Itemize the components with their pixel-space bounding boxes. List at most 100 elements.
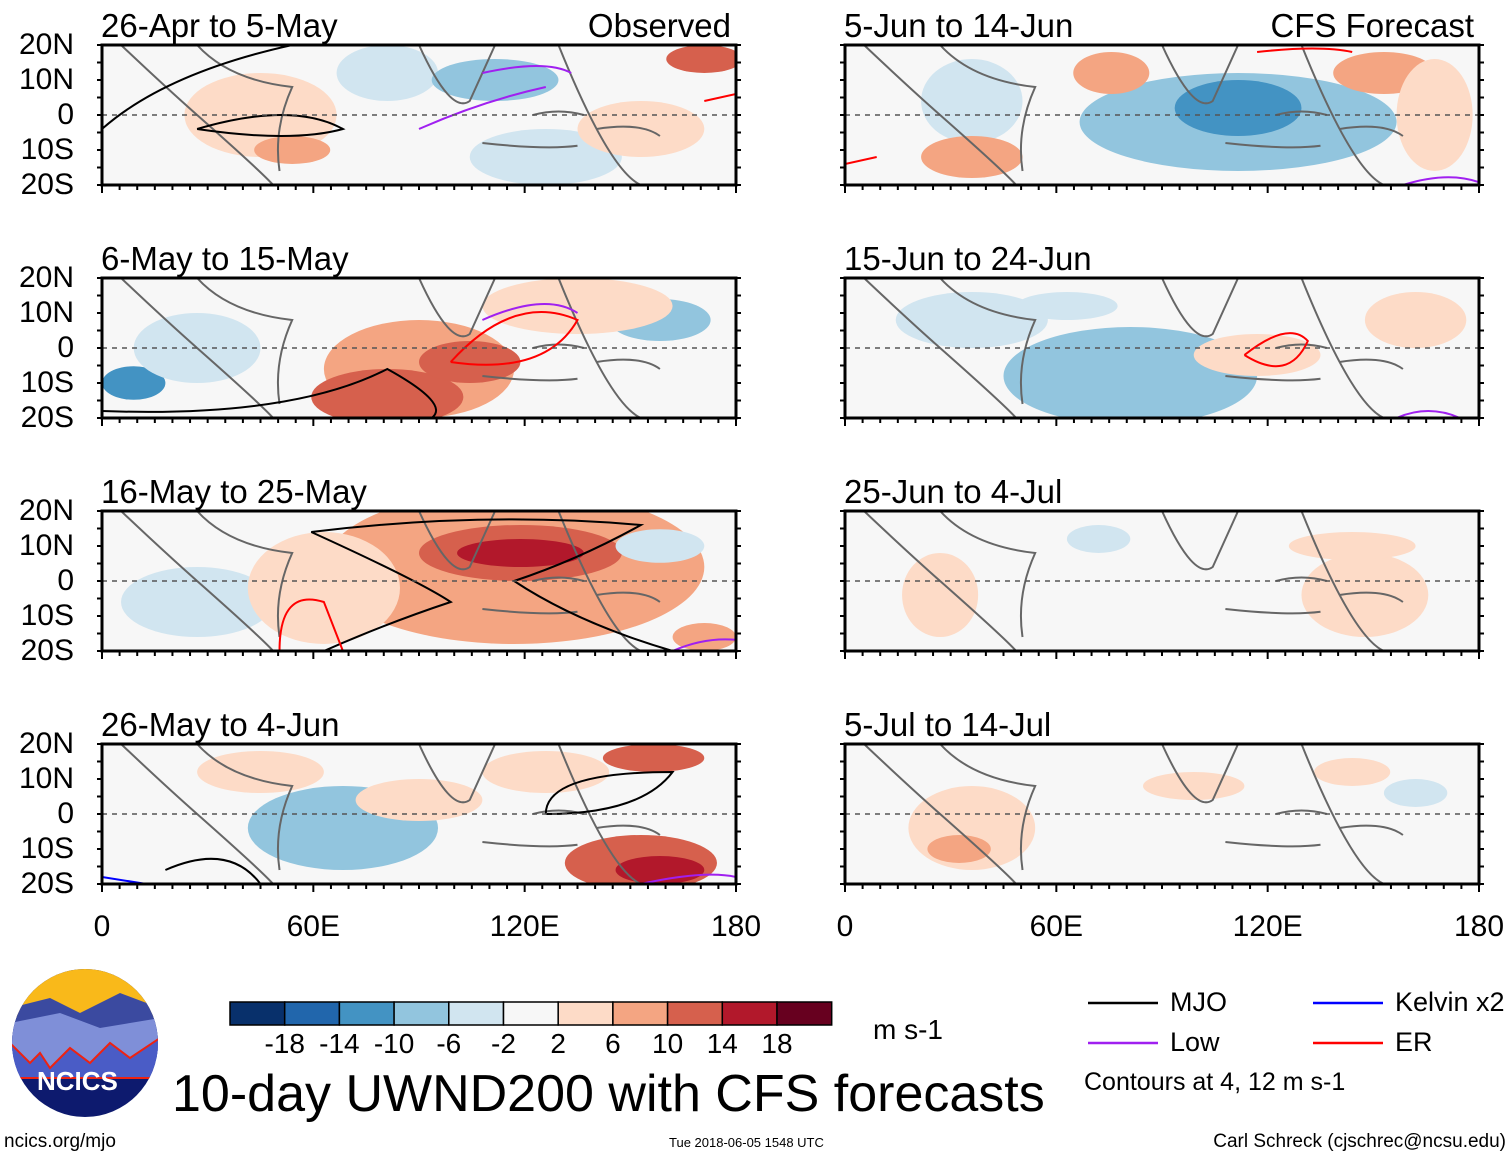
colorbar-tick: -18 — [264, 1028, 305, 1059]
colorbar-swatch — [229, 1001, 286, 1026]
panel-title: 15-Jun to 24-Jun — [844, 240, 1092, 277]
coastline — [1300, 511, 1385, 651]
colorbar-swatch — [283, 1001, 341, 1026]
coastline — [418, 511, 496, 571]
map-panel — [840, 509, 1484, 659]
legend-label: Kelvin x2 — [1395, 987, 1505, 1017]
wave-contour — [1396, 410, 1461, 418]
wave-contour — [418, 86, 547, 130]
lon-label: 180 — [710, 910, 762, 943]
coastline — [1275, 809, 1328, 815]
anomaly-region — [311, 369, 464, 418]
colorbar-units: m s-1 — [873, 1014, 943, 1045]
lon-label: 0 — [836, 910, 854, 943]
coastline — [1339, 591, 1404, 603]
coastline — [1161, 45, 1239, 105]
coastline — [120, 511, 274, 651]
coastline — [557, 511, 642, 651]
anomaly-region — [355, 779, 483, 821]
lat-label: 10S — [20, 366, 74, 399]
wave-contour — [102, 45, 293, 130]
coastline — [596, 125, 661, 137]
colorbar-tick: -14 — [319, 1028, 360, 1059]
lon-label: 0 — [93, 910, 111, 943]
anomaly-region — [615, 529, 705, 563]
colorbar-tick: 6 — [605, 1028, 621, 1059]
coastline — [939, 45, 1037, 172]
colorbar-tick: -2 — [491, 1028, 516, 1059]
anomaly-region — [666, 45, 736, 73]
coastline — [1300, 45, 1385, 185]
anomaly-region — [482, 278, 673, 334]
panel-title: 5-Jul to 14-Jul — [844, 706, 1052, 743]
lon-label: 180 — [1453, 910, 1505, 943]
coastline — [1300, 744, 1385, 884]
anomaly-region — [419, 341, 521, 383]
coastline — [557, 744, 642, 884]
anomaly-region — [1073, 52, 1150, 94]
anomaly-region — [1016, 292, 1118, 320]
map-panel — [97, 43, 741, 193]
anomaly-region — [602, 744, 705, 772]
panel-title: 6-May to 15-May — [101, 240, 349, 277]
map-panel — [840, 43, 1484, 193]
anomaly-region — [336, 45, 439, 101]
coastline — [532, 576, 585, 582]
anomaly-region — [902, 553, 979, 637]
colorbar-swatch — [612, 1001, 669, 1026]
coastline — [863, 278, 1017, 418]
lat-label: 20S — [20, 634, 74, 667]
logo-text: NCICS — [37, 1066, 118, 1096]
lat-label: 10S — [20, 133, 74, 166]
coastline — [1339, 358, 1404, 370]
coastline — [1225, 142, 1321, 149]
lat-label: 0 — [57, 331, 74, 364]
wave-contour — [278, 598, 344, 651]
coastline — [1339, 125, 1404, 137]
wave-contour — [672, 638, 736, 651]
lat-label: 10N — [18, 529, 74, 562]
map-panel — [840, 742, 1484, 892]
coastline — [1225, 375, 1321, 382]
coastline — [196, 744, 294, 871]
colorbar-swatch — [721, 1001, 778, 1026]
lat-label: 0 — [57, 797, 74, 830]
coastline — [1161, 278, 1239, 338]
coastline — [863, 511, 1017, 651]
anomaly-region — [469, 129, 622, 185]
anomaly-region — [1314, 758, 1391, 786]
colorbar-tick: -10 — [373, 1028, 415, 1059]
colorbar-tick: 14 — [706, 1028, 738, 1059]
anomaly-region — [1301, 553, 1429, 637]
coastline — [120, 744, 274, 884]
coastline — [482, 841, 578, 848]
colorbar-swatch — [776, 1001, 833, 1026]
coastline — [1300, 278, 1385, 418]
legend-label: ER — [1395, 1027, 1433, 1057]
colorbar-swatch — [448, 1001, 505, 1026]
wave-contour — [482, 65, 572, 74]
anomaly-region — [102, 366, 166, 400]
anomaly-region — [672, 623, 736, 651]
wave-contour — [704, 93, 736, 102]
anomaly-region — [482, 751, 610, 793]
wave-contour — [311, 518, 673, 651]
footer-author: Carl Schreck (cjschrec@ncsu.edu) — [1213, 1131, 1506, 1152]
lon-label: 120E — [489, 910, 560, 943]
anomaly-region — [254, 136, 331, 164]
wave-contour — [164, 857, 262, 884]
wave-contour — [544, 770, 675, 815]
colorbar-swatch — [557, 1001, 614, 1026]
footer-url[interactable]: ncics.org/mjo — [4, 1131, 116, 1152]
panel-tag: CFS Forecast — [1270, 7, 1474, 44]
colorbar-swatch — [338, 1001, 395, 1026]
figure-title: 10-day UWND200 with CFS forecasts — [172, 1065, 1045, 1123]
lat-label: 20S — [20, 867, 74, 900]
contour-note: Contours at 4, 12 m s-1 — [1084, 1068, 1346, 1096]
wave-contour — [481, 303, 579, 321]
footer-timestamp: Tue 2018-06-05 1548 UTC — [669, 1135, 824, 1150]
legend-label: Low — [1170, 1027, 1220, 1057]
lat-label: 10N — [18, 762, 74, 795]
coastline — [939, 511, 1037, 638]
legend-label: MJO — [1170, 987, 1227, 1017]
